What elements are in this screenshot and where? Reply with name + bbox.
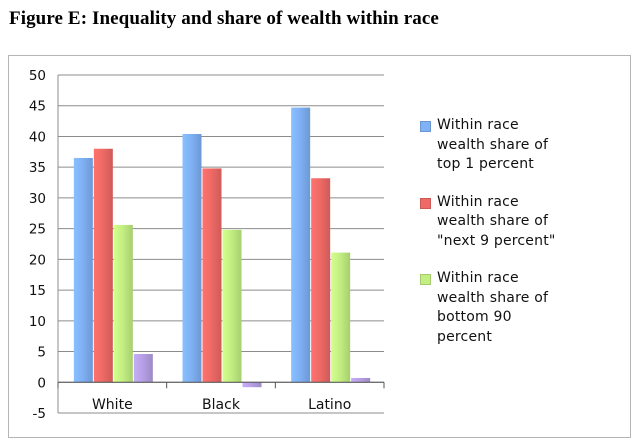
y-tick-label: 20 xyxy=(29,252,46,268)
legend-swatch-top-1 xyxy=(420,121,431,132)
figure-title: Figure E: Inequality and share of wealth… xyxy=(9,8,439,29)
legend-label-top-1: Within race wealth share of top 1 percen… xyxy=(437,117,549,172)
legend-label-bottom-90: Within race wealth share of bottom 90 pe… xyxy=(437,270,549,345)
legend-swatch-next-9 xyxy=(420,197,431,209)
bar-white-series-2 xyxy=(93,148,113,383)
bar-latino-series-4 xyxy=(351,377,371,383)
bar-black-series-1 xyxy=(182,133,202,383)
bar-latino-series-3 xyxy=(331,252,351,383)
y-tick-label: 45 xyxy=(29,99,46,115)
bar-white-series-3 xyxy=(113,224,133,383)
x-tick-label: White xyxy=(92,397,133,413)
legend-item-bottom-90: Within race wealth share of bottom 90 pe… xyxy=(420,269,630,347)
y-tick-label: 0 xyxy=(37,375,46,391)
y-tick-label: 35 xyxy=(29,160,46,176)
y-tick-label: 10 xyxy=(29,314,46,330)
axes: -5 0 5 10 15 20 25 30 35 40 45 50 White Black Latino xyxy=(29,68,385,422)
legend-swatch-bottom-90 xyxy=(420,274,431,285)
bar-latino-series-1 xyxy=(291,107,311,383)
bar-white-series-4 xyxy=(133,354,153,383)
x-tick-label: Latino xyxy=(308,397,351,413)
bar-black-series-3 xyxy=(222,229,242,383)
y-tick-label: 15 xyxy=(29,283,46,299)
bars xyxy=(73,107,371,388)
legend-item-next-9: Within race wealth share of "next 9 perc… xyxy=(420,193,630,252)
y-tick-label: 30 xyxy=(29,191,46,207)
bar-white-series-1 xyxy=(73,157,93,383)
bar-latino-series-2 xyxy=(311,178,331,383)
legend: Within race wealth share of top 1 percen… xyxy=(420,116,630,365)
y-tick-label: 25 xyxy=(29,222,46,238)
y-tick-label: 40 xyxy=(29,129,46,145)
y-tick-label: 50 xyxy=(29,68,46,84)
legend-label-next-9: Within race wealth share of "next 9 perc… xyxy=(437,193,556,249)
bar-black-series-4 xyxy=(242,382,262,388)
y-tick-label: -5 xyxy=(33,406,46,422)
y-tick-label: 5 xyxy=(37,345,46,361)
bar-black-series-2 xyxy=(202,168,222,383)
x-tick-label: Black xyxy=(202,397,241,413)
legend-item-top-1: Within race wealth share of top 1 percen… xyxy=(420,116,630,175)
